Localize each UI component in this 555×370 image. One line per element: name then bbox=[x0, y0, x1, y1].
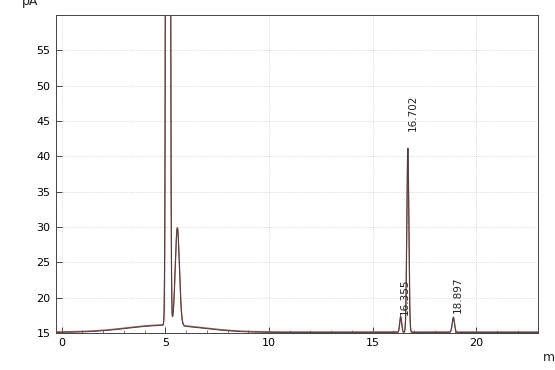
Text: 16.702: 16.702 bbox=[408, 95, 418, 131]
Text: 16.355: 16.355 bbox=[400, 279, 410, 315]
Text: min: min bbox=[543, 350, 555, 363]
Text: 18.897: 18.897 bbox=[453, 277, 463, 313]
Text: pA: pA bbox=[22, 0, 38, 9]
